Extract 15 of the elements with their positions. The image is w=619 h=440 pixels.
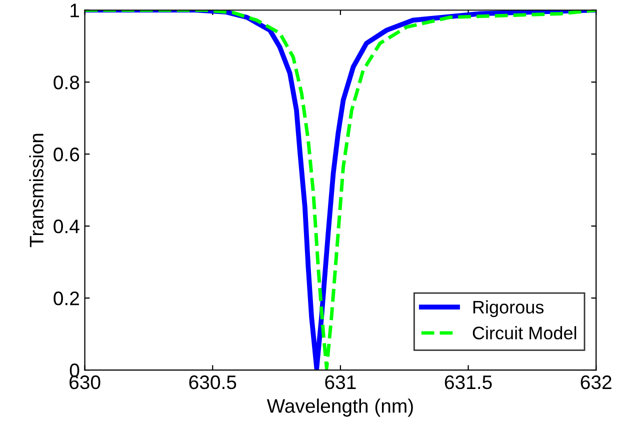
y-tick-label: 0.2 xyxy=(54,292,79,306)
line-series xyxy=(84,10,596,370)
y-tick-label: 1 xyxy=(70,4,79,18)
y-tick-label: 0.4 xyxy=(54,220,80,234)
legend-label: Rigorous xyxy=(473,300,544,318)
x-tick-label: 631.5 xyxy=(444,375,492,390)
y-tick-label: 0.6 xyxy=(54,148,80,162)
x-tick-label: 630 xyxy=(70,375,100,390)
x-axis-title: Wavelength (nm) xyxy=(266,398,413,417)
x-tick-label: 630.5 xyxy=(189,375,236,390)
y-tick-label: 0.8 xyxy=(54,76,80,90)
x-tick-label: 631 xyxy=(325,375,356,390)
y-axis-title: Transmission xyxy=(29,134,44,248)
legend-label: Circuit Model xyxy=(472,326,576,340)
x-tick-label: 632 xyxy=(580,375,612,390)
